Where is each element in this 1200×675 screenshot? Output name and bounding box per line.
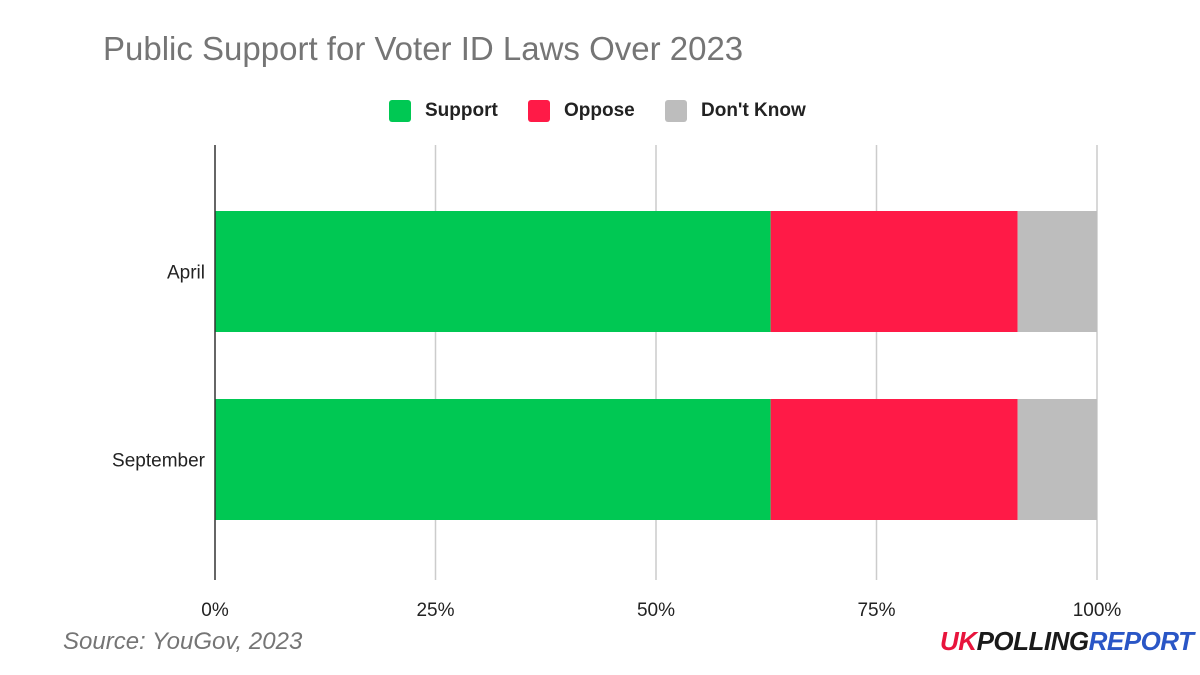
- legend-item: Oppose: [528, 96, 635, 126]
- bar-segment: [770, 399, 1018, 520]
- x-tick-label: 50%: [637, 600, 675, 621]
- bar-segment: [1017, 211, 1097, 332]
- legend: Support Oppose Don't Know: [0, 96, 1200, 126]
- bar-segment: [215, 399, 771, 520]
- legend-swatch: [528, 100, 550, 122]
- y-category-label: September: [112, 451, 206, 472]
- brand-logo: UKPOLLINGREPORT: [940, 626, 1194, 657]
- bar-segment: [1017, 399, 1097, 520]
- source-note: Source: YouGov, 2023: [63, 628, 303, 655]
- legend-label: Don't Know: [701, 100, 806, 121]
- x-tick-label: 75%: [857, 600, 895, 621]
- bar-segment: [215, 211, 771, 332]
- x-tick-label: 100%: [1073, 600, 1122, 621]
- chart-title: Public Support for Voter ID Laws Over 20…: [103, 30, 744, 67]
- legend-item: Don't Know: [665, 96, 806, 126]
- brand-logo-uk: UK: [940, 626, 977, 656]
- legend-label: Support: [425, 100, 498, 121]
- y-category-label: April: [167, 263, 205, 284]
- brand-logo-report: REPORT: [1088, 626, 1194, 656]
- legend-label: Oppose: [564, 100, 635, 121]
- legend-item: Support: [389, 96, 498, 126]
- x-tick-label: 25%: [416, 600, 454, 621]
- legend-swatch: [389, 100, 411, 122]
- x-tick-label: 0%: [201, 600, 229, 621]
- brand-logo-polling: POLLING: [976, 626, 1090, 656]
- legend-swatch: [665, 100, 687, 122]
- bar-segment: [770, 211, 1018, 332]
